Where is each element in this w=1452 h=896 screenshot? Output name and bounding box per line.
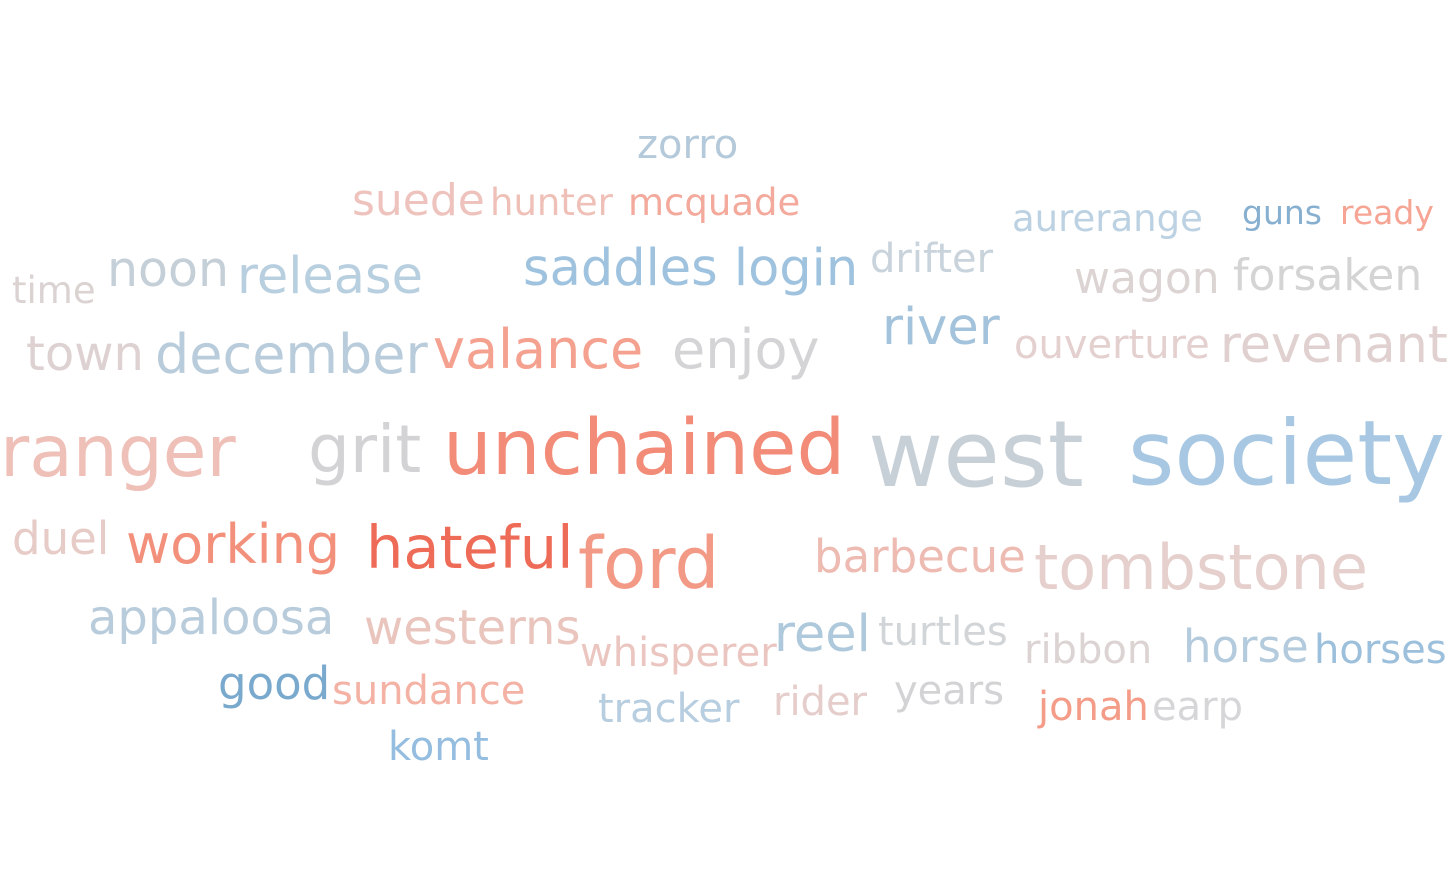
word-noon: noon [107,241,229,298]
word-grit: grit [308,411,421,488]
word-time: time [12,269,96,312]
word-turtles: turtles [878,609,1008,655]
word-tombstone: tombstone [1034,531,1368,604]
word-west: west [868,401,1084,508]
word-ford: ford [578,522,719,605]
word-barbecue: barbecue [814,530,1026,583]
word-reel: reel [774,605,871,664]
word-drifter: drifter [870,236,994,282]
word-guns: guns [1242,193,1322,232]
word-jonah: jonah [1037,684,1149,730]
word-ready: ready [1340,193,1434,232]
word-hateful: hateful [366,513,574,582]
word-saddles-login: saddles login [523,239,858,298]
word-earp: earp [1152,684,1243,730]
word-sundance: sundance [332,668,525,714]
word-mcquade: mcquade [628,181,800,224]
word-revenant: revenant [1220,315,1448,374]
word-suede: suede [352,175,485,226]
word-valance: valance [433,318,643,381]
word-hunter: hunter [490,181,614,224]
word-release: release [237,247,423,306]
word-ranger: ranger [0,410,236,493]
word-whisperer: whisperer [580,630,777,676]
word-wagon: wagon [1074,253,1220,304]
word-komt: komt [388,724,489,770]
word-westerns: westerns [364,600,580,656]
word-zorro: zorro [637,122,738,168]
word-december: december [155,323,429,386]
word-ribbon: ribbon [1024,627,1152,673]
word-years: years [894,668,1004,714]
word-unchained: unchained [443,404,845,493]
word-duel: duel [12,512,109,565]
word-working: working [126,513,340,576]
word-tracker: tracker [598,686,740,732]
word-appaloosa: appaloosa [88,590,334,646]
word-forsaken: forsaken [1233,250,1422,301]
word-good: good [218,657,330,710]
word-river: river [882,298,1000,357]
word-ouverture: ouverture [1014,322,1210,368]
word-society: society [1128,401,1445,505]
word-enjoy: enjoy [672,318,819,381]
word-rider: rider [773,679,868,725]
word-horses: horses [1314,627,1447,673]
word-town: town [26,326,144,382]
word-horse: horse [1183,620,1309,673]
word-aurerange: aurerange [1012,197,1203,240]
